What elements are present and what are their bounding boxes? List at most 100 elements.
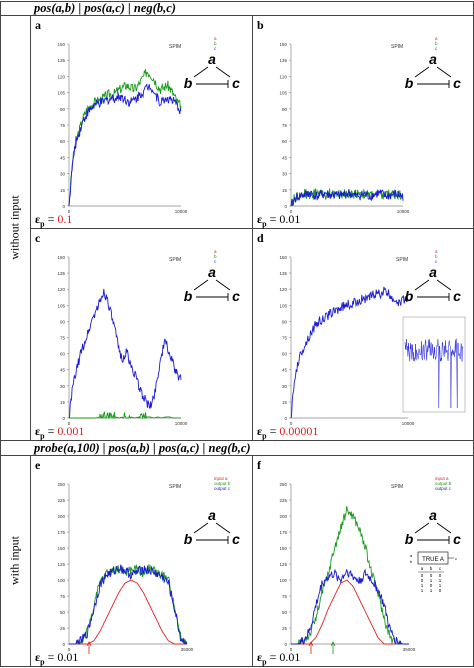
y-tick-label: 75 — [282, 594, 288, 599]
spim-label: SPIM — [391, 484, 403, 490]
graph-edge-ab — [193, 66, 209, 78]
header-top: pos(a,b) | pos(a,c) | neg(b,c) — [34, 1, 176, 15]
legend-entry: output b — [214, 481, 231, 486]
y-tick-label: 0 — [284, 204, 287, 209]
panel-d: d εp = 0.00001 0 15 30 45 60 75 90 105 120 135 150 0 1… — [253, 229, 473, 440]
y-tick-label: 75 — [60, 123, 66, 128]
panel-e: e εp = 0.01 0 25 50 75 100 125 150 175 200 225 250 0 3… — [31, 456, 252, 666]
legend-entry: c — [214, 46, 217, 51]
y-tick-label: 200 — [57, 514, 65, 519]
gate-title: TRUE A — [422, 557, 444, 563]
legend-entry: input a — [214, 476, 228, 481]
panel-label: a — [35, 18, 41, 32]
y-tick-label: 135 — [57, 271, 65, 276]
graph-edge-ab — [414, 66, 430, 78]
truth-cell: 0 — [421, 573, 424, 578]
y-tick-label: 60 — [282, 352, 288, 357]
legend-entry: c — [435, 46, 438, 51]
y-tick-label: 0 — [62, 204, 65, 209]
spim-label: SPIM — [169, 257, 181, 263]
y-tick-label: 200 — [279, 514, 287, 519]
y-tick-label: 90 — [60, 319, 66, 324]
graph-node-a: a — [429, 264, 437, 280]
x-tick-label: 0 — [68, 209, 71, 214]
gate-input-b: b — [410, 559, 413, 564]
rule — [252, 15, 253, 440]
rule — [0, 1, 1, 667]
gate-input-a: a — [410, 553, 413, 558]
panel-label: d — [257, 231, 264, 245]
y-tick-label: 100 — [57, 578, 65, 583]
truth-cell: 1 — [430, 588, 433, 593]
epsilon-label: εp = 0.01 — [257, 212, 301, 229]
panel-f: f εp = 0.01 0 25 50 75 100 125 150 175 200 225 250 0 3… — [253, 456, 473, 666]
truth-cell: 1 — [439, 583, 442, 588]
y-tick-label: 250 — [57, 482, 65, 487]
y-tick-label: 125 — [279, 562, 287, 567]
graph-node-b: b — [184, 75, 193, 91]
y-tick-label: 150 — [279, 42, 287, 47]
legend-entry: a — [435, 249, 438, 254]
graph-edge-ac — [436, 66, 452, 78]
legend-entry: c — [214, 259, 217, 264]
y-tick-label: 0 — [62, 416, 65, 421]
x-tick-label: 35000 — [403, 647, 416, 652]
rule — [0, 1, 474, 2]
y-tick-label: 75 — [60, 336, 66, 341]
truth-cell: 0 — [439, 573, 442, 578]
legend-entry: b — [214, 41, 217, 46]
graph-edge-ac — [215, 279, 231, 291]
chart-e: 0 25 50 75 100 125 150 175 200 225 250 0 35000 SPIM in… — [57, 476, 240, 654]
graph-edge-ab — [193, 279, 209, 291]
series-green — [291, 506, 409, 645]
epsilon-label: εp = 0.00001 — [257, 424, 319, 441]
series-red — [69, 579, 187, 645]
y-tick-label: 150 — [57, 255, 65, 260]
legend-entry: a — [435, 36, 438, 41]
y-tick-label: 15 — [60, 188, 66, 193]
y-tick-label: 75 — [282, 336, 288, 341]
legend-entry: a — [214, 249, 217, 254]
epsilon-label: εp = 0.001 — [35, 424, 85, 441]
y-tick-label: 75 — [60, 594, 66, 599]
y-tick-label: 60 — [60, 139, 66, 144]
series-blue — [290, 188, 404, 207]
rule — [30, 15, 31, 440]
truth-header: a — [421, 566, 424, 571]
y-tick-label: 120 — [57, 74, 65, 79]
y-tick-label: 150 — [279, 546, 287, 551]
y-tick-label: 120 — [279, 74, 287, 79]
y-tick-label: 105 — [279, 91, 287, 96]
graph-edge-ab — [193, 522, 209, 534]
x-tick-label: 0 — [290, 647, 293, 652]
y-tick-label: 30 — [60, 384, 66, 389]
legend-entry: output c — [435, 486, 452, 491]
graph-node-b: b — [405, 288, 414, 304]
y-tick-label: 0 — [62, 642, 65, 647]
y-tick-label: 150 — [279, 255, 287, 260]
legend-entry: b — [435, 254, 438, 259]
rule — [0, 440, 474, 441]
rule — [30, 455, 31, 666]
y-tick-label: 30 — [282, 172, 288, 177]
series-blue — [68, 288, 182, 419]
series-blue — [291, 568, 409, 645]
y-tick-label: 225 — [279, 498, 287, 503]
y-tick-label: 90 — [282, 319, 288, 324]
spim-label: SPIM — [169, 484, 181, 490]
x-tick-label: 35000 — [181, 647, 194, 652]
y-tick-label: 15 — [282, 400, 288, 405]
spim-label: SPIM — [391, 44, 403, 50]
y-tick-label: 150 — [57, 42, 65, 47]
legend-entry: b — [214, 254, 217, 259]
rule — [0, 666, 474, 667]
graph-node-a: a — [208, 51, 216, 67]
header-bottom: probe(a,100) | pos(a,b) | pos(a,c) | neg… — [34, 441, 251, 455]
series-green — [68, 69, 182, 207]
graph-node-b: b — [184, 288, 193, 304]
graph-node-c: c — [232, 288, 240, 304]
truth-cell: 1 — [421, 588, 424, 593]
